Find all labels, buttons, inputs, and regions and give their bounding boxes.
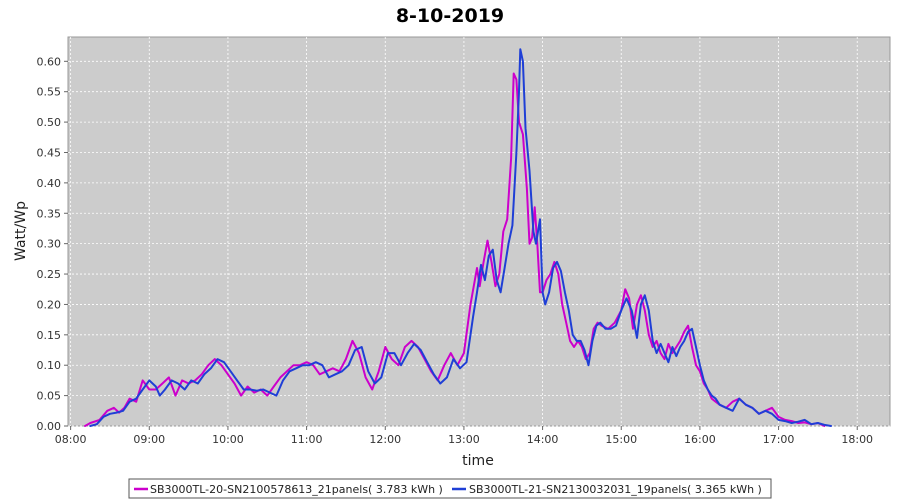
y-tick-label: 0.05	[37, 390, 62, 403]
x-tick-label: 08:00	[55, 433, 87, 446]
y-tick-label: 0.25	[37, 268, 62, 281]
x-axis: 08:00 09:00 10:00 11:00 12:00 13:00 14:00 15:00…	[55, 426, 873, 446]
x-tick-label: 18:00	[841, 433, 873, 446]
legend-box	[128, 478, 772, 499]
x-tick-label: 16:00	[684, 433, 716, 446]
y-tick-label: 0.35	[37, 207, 62, 220]
series-line-1	[84, 72, 826, 427]
y-tick-label: 0.00	[37, 420, 62, 433]
y-tick-label: 0.40	[37, 177, 62, 190]
y-axis: 0.00 0.05 0.10 0.15 0.20 0.25 0.30 0.35 0.40 0.45…	[37, 55, 68, 433]
y-tick-label: 0.15	[37, 329, 62, 342]
series-line-2	[89, 48, 832, 427]
x-tick-label: 12:00	[369, 433, 401, 446]
y-tick-label: 0.45	[37, 146, 62, 159]
x-tick-label: 14:00	[527, 433, 559, 446]
legend-label-1: SB3000TL-20-SN2100578613_21panels( 3.783…	[150, 483, 443, 496]
x-tick-label: 13:00	[448, 433, 480, 446]
x-tick-label: 11:00	[291, 433, 323, 446]
y-tick-label: 0.50	[37, 116, 62, 129]
y-tick-label: 0.55	[37, 86, 62, 99]
x-axis-label: time	[462, 453, 494, 469]
legend: SB3000TL-20-SN2100578613_21panels( 3.783…	[128, 478, 772, 499]
legend-label-2: SB3000TL-21-SN2130032031_19panels( 3.365…	[469, 483, 762, 496]
y-axis-label: Watt/Wp	[13, 201, 29, 261]
plot-area	[67, 36, 891, 427]
grid-lines	[68, 37, 890, 427]
x-tick-label: 17:00	[763, 433, 795, 446]
y-tick-label: 0.30	[37, 238, 62, 251]
y-tick-label: 0.20	[37, 298, 62, 311]
x-tick-label: 15:00	[605, 433, 637, 446]
series-lines	[84, 48, 832, 427]
x-tick-label: 09:00	[133, 433, 165, 446]
y-tick-label: 0.10	[37, 359, 62, 372]
y-tick-label: 0.60	[37, 55, 62, 68]
chart-title: 8-10-2019	[396, 5, 504, 27]
x-tick-label: 10:00	[212, 433, 244, 446]
